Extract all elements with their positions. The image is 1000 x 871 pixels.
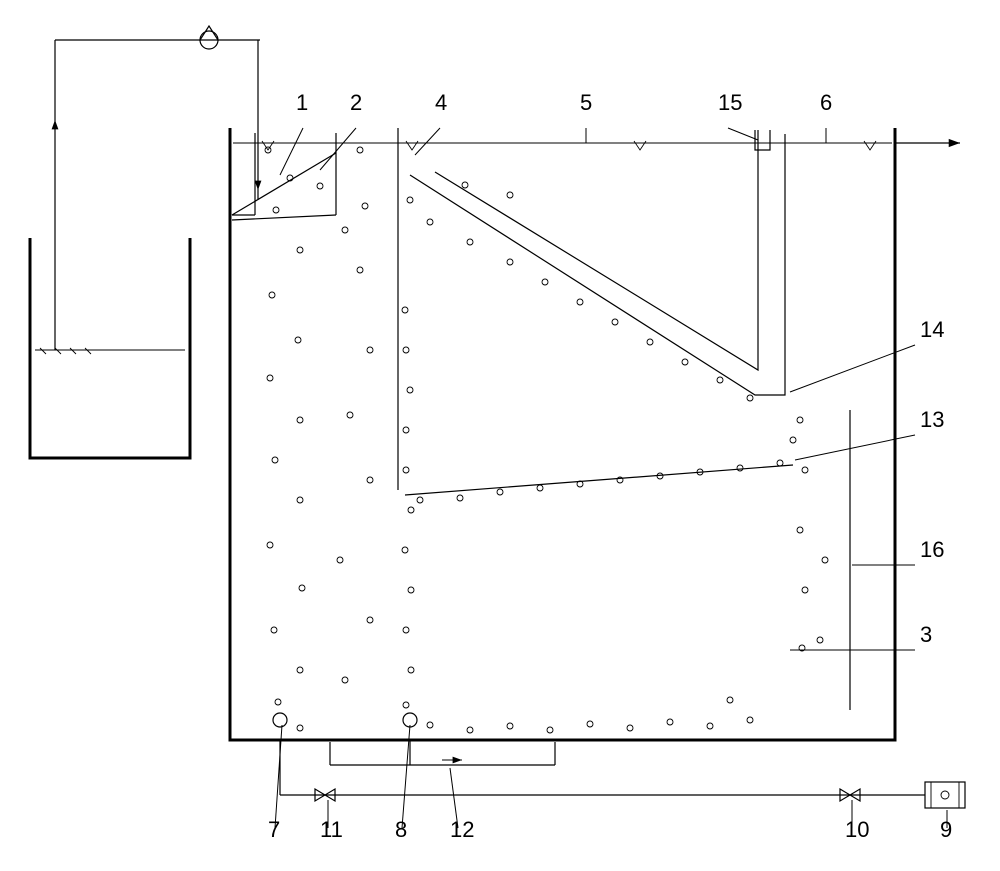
diagram-svg [0, 0, 1000, 871]
diagram-root: 12451561413163711812109 [0, 0, 1000, 871]
